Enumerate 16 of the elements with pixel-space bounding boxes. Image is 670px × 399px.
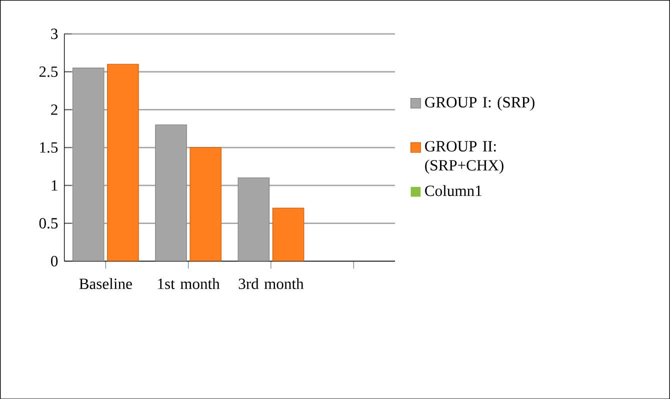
y-tick-label: 0 <box>51 256 58 266</box>
x-tick-label: 1st month <box>158 278 220 289</box>
y-tick-label: 2.5 <box>39 66 58 77</box>
legend-label: GROUP I: (SRP) <box>425 96 534 110</box>
y-tick-label: 1 <box>52 180 58 190</box>
y-tick-label: 0.5 <box>39 218 58 228</box>
legend-label: GROUP II: (SRP+CHX) <box>425 140 504 174</box>
y-tick-label: 2 <box>51 104 58 115</box>
bar <box>272 208 304 262</box>
bar <box>190 147 222 262</box>
legend-label: Column1 <box>425 184 482 196</box>
y-tick-label: 3 <box>51 28 58 39</box>
y-tick-label: 1.5 <box>40 142 58 153</box>
bar <box>107 64 139 262</box>
x-tick-label: Baseline <box>79 278 132 289</box>
x-tick-label: 3rd month <box>238 278 304 289</box>
